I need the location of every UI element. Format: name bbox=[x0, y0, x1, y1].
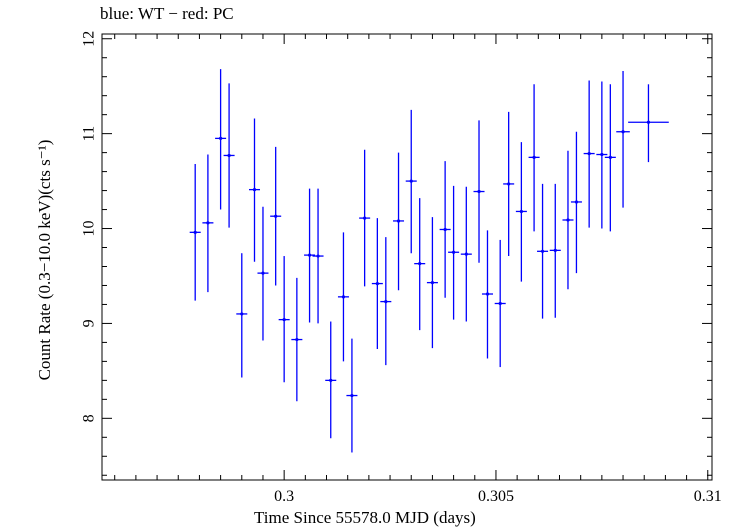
data-point bbox=[515, 142, 527, 282]
data-point bbox=[359, 149, 371, 287]
data-point bbox=[223, 83, 235, 228]
data-point bbox=[236, 253, 248, 378]
data-point bbox=[596, 81, 608, 229]
data-point bbox=[291, 277, 303, 402]
point-marker bbox=[443, 227, 447, 232]
data-point bbox=[202, 154, 214, 293]
point-marker bbox=[282, 318, 286, 322]
point-marker bbox=[464, 252, 468, 256]
y-tick-label: 9 bbox=[81, 319, 98, 327]
data-point bbox=[628, 84, 669, 163]
data-point bbox=[439, 161, 451, 298]
point-marker bbox=[316, 254, 320, 258]
axis-tick-labels: 0.3 0.305 0.31 8 9 10 11 12 bbox=[81, 31, 722, 505]
point-marker bbox=[295, 337, 299, 342]
data-point bbox=[562, 150, 574, 290]
data-point bbox=[460, 186, 472, 322]
y-axis-label: Count Rate (0.3−10.0 keV)(cts s⁻¹) bbox=[35, 139, 54, 381]
data-point bbox=[278, 256, 290, 383]
point-marker bbox=[574, 200, 579, 204]
x-axis-label: Time Since 55578.0 MJD (days) bbox=[254, 508, 476, 527]
point-marker bbox=[553, 248, 557, 252]
point-marker bbox=[341, 295, 346, 299]
data-point bbox=[583, 80, 595, 228]
point-marker bbox=[646, 120, 651, 124]
data-point bbox=[380, 237, 392, 366]
point-marker bbox=[240, 312, 244, 316]
point-marker bbox=[396, 219, 401, 223]
y-tick-label: 10 bbox=[81, 221, 98, 237]
data-point bbox=[248, 118, 261, 262]
data-point bbox=[304, 188, 316, 323]
point-marker bbox=[418, 262, 422, 266]
point-marker bbox=[451, 250, 456, 254]
data-point bbox=[371, 218, 383, 350]
data-point bbox=[189, 164, 201, 301]
x-tick-label: 0.305 bbox=[478, 488, 514, 505]
data-point bbox=[414, 198, 426, 331]
data-point bbox=[616, 71, 630, 208]
point-marker bbox=[485, 292, 490, 296]
point-marker bbox=[375, 281, 379, 286]
point-marker bbox=[540, 249, 545, 253]
data-point bbox=[325, 321, 337, 439]
point-marker bbox=[566, 218, 570, 222]
point-marker bbox=[274, 214, 278, 218]
data-point bbox=[604, 84, 616, 232]
data-point bbox=[503, 111, 515, 257]
point-marker bbox=[384, 300, 388, 304]
data-point bbox=[473, 120, 485, 263]
data-point bbox=[528, 84, 540, 232]
point-marker bbox=[608, 155, 612, 159]
point-marker bbox=[219, 136, 223, 140]
data-point bbox=[393, 152, 405, 291]
data-point bbox=[346, 338, 358, 453]
data-point bbox=[215, 69, 227, 210]
data-point bbox=[426, 217, 438, 349]
x-tick-label: 0.3 bbox=[274, 488, 294, 505]
x-tick-label: 0.31 bbox=[694, 488, 722, 505]
y-tick-label: 8 bbox=[81, 414, 98, 422]
point-marker bbox=[498, 301, 502, 306]
plot-frame bbox=[101, 33, 713, 481]
point-marker bbox=[206, 221, 210, 225]
data-point bbox=[549, 183, 561, 318]
point-marker bbox=[193, 230, 197, 234]
point-marker bbox=[363, 216, 367, 220]
y-tick-label: 11 bbox=[81, 126, 98, 141]
point-marker bbox=[409, 179, 413, 183]
point-marker bbox=[587, 151, 591, 156]
point-marker bbox=[507, 182, 511, 186]
point-marker bbox=[430, 281, 435, 285]
point-marker bbox=[350, 393, 354, 398]
data-point bbox=[481, 230, 493, 359]
point-marker bbox=[600, 152, 604, 157]
data-point bbox=[448, 185, 460, 320]
data-point bbox=[270, 146, 282, 286]
point-marker bbox=[307, 253, 312, 257]
point-marker bbox=[477, 189, 481, 194]
point-marker bbox=[261, 271, 265, 275]
point-marker bbox=[519, 209, 523, 214]
point-marker bbox=[532, 155, 536, 159]
data-point bbox=[337, 232, 349, 362]
point-marker bbox=[227, 153, 231, 158]
data-point bbox=[405, 109, 417, 254]
data-point bbox=[312, 188, 324, 324]
data-point bbox=[494, 239, 506, 368]
chart-title: blue: WT − red: PC bbox=[100, 4, 234, 23]
data-point bbox=[570, 131, 582, 274]
data-points bbox=[189, 69, 669, 453]
axis-ticks bbox=[102, 34, 712, 480]
data-point bbox=[257, 206, 269, 341]
point-marker bbox=[252, 188, 257, 192]
point-marker bbox=[329, 378, 333, 382]
y-tick-label: 12 bbox=[81, 31, 98, 47]
data-point bbox=[537, 183, 549, 319]
point-marker bbox=[621, 130, 625, 134]
